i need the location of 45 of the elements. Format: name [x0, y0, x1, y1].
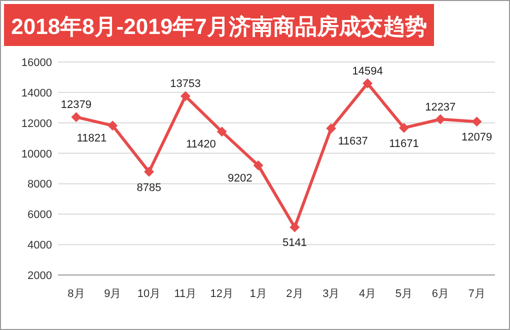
y-tick-label: 10000 — [21, 148, 52, 160]
y-tick-label: 12000 — [21, 118, 52, 130]
chart-title: 2018年8月-2019年7月济南商品房成交趋势 — [11, 14, 427, 39]
data-label: 11637 — [338, 135, 368, 148]
point — [144, 166, 154, 177]
y-tick-label: 14000 — [21, 87, 52, 100]
x-tick-label: 4月 — [358, 288, 376, 300]
x-tick-label: 7月 — [468, 288, 486, 300]
data-label: 5141 — [282, 237, 307, 250]
y-tick-label: 2000 — [28, 270, 52, 282]
x-tick-label: 3月 — [322, 288, 340, 300]
data-label: 11671 — [389, 138, 419, 150]
y-tick-label: 8000 — [28, 178, 52, 191]
point — [435, 114, 446, 124]
point — [362, 78, 373, 88]
point — [326, 123, 336, 134]
data-label: 13753 — [170, 78, 201, 90]
point — [290, 222, 300, 232]
data-label: 14594 — [352, 65, 383, 78]
x-tick-label: 11月 — [174, 288, 197, 300]
x-tick-label: 8月 — [68, 288, 85, 300]
y-tick-label: 16000 — [21, 57, 52, 69]
data-label: 11821 — [76, 132, 107, 145]
y-tick-label: 6000 — [28, 209, 52, 222]
data-label: 12237 — [425, 101, 456, 114]
point — [398, 122, 409, 133]
data-label: 11420 — [186, 138, 216, 151]
x-tick-label: 2月 — [286, 288, 304, 300]
point — [216, 126, 227, 137]
data-label: 12079 — [461, 132, 492, 144]
data-label: 8785 — [136, 182, 162, 194]
point — [180, 91, 190, 102]
x-tick-label: 1月 — [250, 288, 267, 300]
x-tick-label: 5月 — [395, 288, 413, 300]
point — [108, 120, 118, 131]
point — [71, 112, 82, 122]
data-label: 9202 — [228, 172, 252, 184]
data-label: 12379 — [60, 99, 92, 112]
x-tick-label: 12月 — [210, 288, 234, 300]
x-tick-label: 10月 — [137, 288, 161, 300]
point — [253, 160, 264, 170]
x-tick-label: 9月 — [104, 288, 122, 300]
y-tick-label: 4000 — [28, 240, 52, 252]
point — [472, 116, 482, 127]
x-tick-label: 6月 — [432, 288, 449, 300]
